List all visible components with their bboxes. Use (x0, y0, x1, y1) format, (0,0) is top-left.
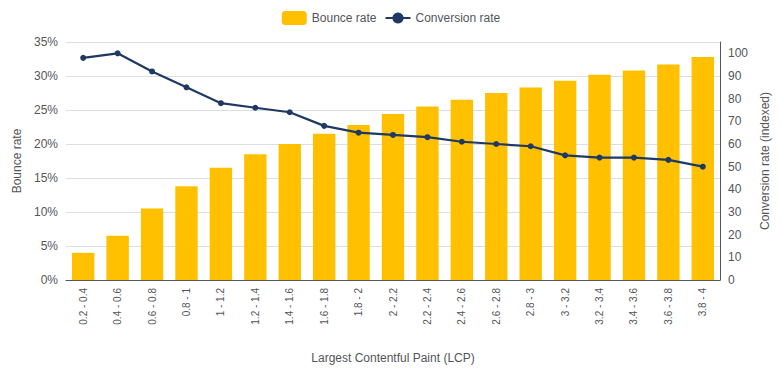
svg-text:2.8 - 3: 2.8 - 3 (525, 288, 536, 317)
svg-text:15%: 15% (34, 171, 58, 185)
svg-text:3.6 - 3.8: 3.6 - 3.8 (663, 288, 674, 325)
svg-text:2.4 - 2.6: 2.4 - 2.6 (456, 288, 467, 325)
svg-text:20: 20 (728, 228, 742, 242)
svg-text:Largest Contentful Paint (LCP): Largest Contentful Paint (LCP) (311, 351, 474, 365)
svg-text:90: 90 (728, 69, 742, 83)
svg-text:10: 10 (728, 250, 742, 264)
svg-text:30%: 30% (34, 69, 58, 83)
svg-text:60: 60 (728, 137, 742, 151)
svg-text:1 - 1.2: 1 - 1.2 (215, 288, 226, 317)
svg-text:2.6 - 2.8: 2.6 - 2.8 (491, 288, 502, 325)
svg-text:0.8 - 1: 0.8 - 1 (181, 288, 192, 317)
svg-text:100: 100 (728, 46, 748, 60)
svg-text:0.4 - 0.6: 0.4 - 0.6 (112, 288, 123, 325)
svg-text:30: 30 (728, 205, 742, 219)
svg-text:5%: 5% (41, 239, 59, 253)
svg-text:Conversion rate (indexed): Conversion rate (indexed) (758, 92, 772, 230)
svg-text:1.6 - 1.8: 1.6 - 1.8 (319, 288, 330, 325)
svg-text:0.6 - 0.8: 0.6 - 0.8 (147, 288, 158, 325)
svg-text:3.8 - 4: 3.8 - 4 (697, 288, 708, 317)
svg-text:35%: 35% (34, 35, 58, 49)
svg-text:3.4 - 3.6: 3.4 - 3.6 (628, 288, 639, 325)
svg-text:Bounce rate: Bounce rate (312, 11, 377, 25)
svg-text:40: 40 (728, 182, 742, 196)
svg-text:50: 50 (728, 160, 742, 174)
svg-text:Bounce rate: Bounce rate (10, 128, 24, 193)
svg-text:3.2 - 3.4: 3.2 - 3.4 (594, 288, 605, 325)
svg-text:70: 70 (728, 114, 742, 128)
svg-text:2 - 2.2: 2 - 2.2 (388, 288, 399, 317)
svg-text:20%: 20% (34, 137, 58, 151)
svg-text:1.8 - 2: 1.8 - 2 (353, 288, 364, 317)
svg-text:Conversion rate: Conversion rate (416, 11, 501, 25)
svg-text:0: 0 (728, 273, 735, 287)
svg-text:10%: 10% (34, 205, 58, 219)
svg-text:2.2 - 2.4: 2.2 - 2.4 (422, 288, 433, 325)
svg-text:25%: 25% (34, 103, 58, 117)
svg-text:1.4 - 1.6: 1.4 - 1.6 (284, 288, 295, 325)
svg-text:0.2 - 0.4: 0.2 - 0.4 (78, 288, 89, 325)
svg-text:80: 80 (728, 92, 742, 106)
svg-text:3 - 3.2: 3 - 3.2 (560, 288, 571, 317)
svg-text:1.2 - 1.4: 1.2 - 1.4 (250, 288, 261, 325)
svg-text:0%: 0% (41, 273, 59, 287)
